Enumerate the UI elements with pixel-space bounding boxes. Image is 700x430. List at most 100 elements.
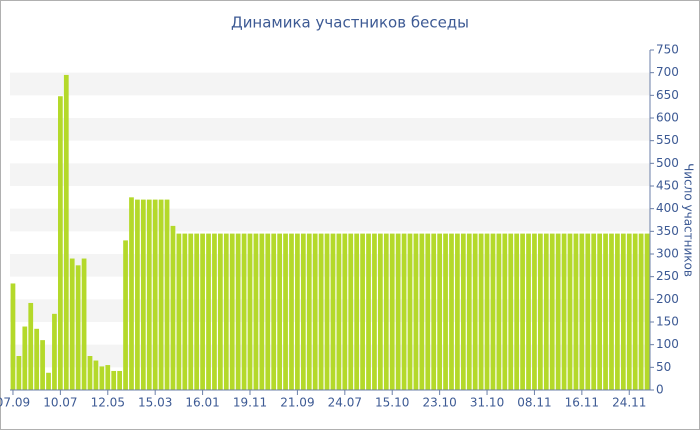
- bar: [573, 233, 579, 390]
- bar: [490, 233, 496, 390]
- bar: [609, 233, 614, 390]
- bar: [425, 233, 431, 390]
- bar: [632, 233, 638, 390]
- bar: [538, 233, 543, 390]
- bar: [419, 233, 425, 390]
- bar: [555, 233, 561, 390]
- bar: [389, 233, 395, 390]
- bar: [105, 365, 111, 390]
- bar: [336, 233, 342, 390]
- bar: [28, 302, 34, 390]
- bar: [407, 233, 413, 390]
- bar: [111, 370, 117, 390]
- y-tick-label: 400: [656, 201, 679, 215]
- bar: [152, 199, 158, 390]
- bar: [259, 233, 265, 390]
- y-tick-label: 200: [656, 292, 679, 306]
- x-tick-label: 24.11: [612, 396, 646, 410]
- bar: [354, 233, 360, 390]
- grid-band: [10, 254, 650, 277]
- bar: [212, 233, 217, 390]
- bar: [99, 366, 105, 390]
- bar: [383, 233, 389, 390]
- bar: [93, 360, 99, 390]
- grid-band: [10, 344, 650, 368]
- bar: [289, 233, 294, 390]
- x-tick-label: 15.03: [138, 396, 172, 410]
- bar: [40, 340, 45, 390]
- bar: [443, 233, 448, 390]
- x-tick-label: 31.10: [470, 396, 504, 410]
- bar: [532, 233, 537, 390]
- bar: [567, 233, 573, 390]
- bar: [484, 233, 490, 390]
- bar: [253, 233, 259, 390]
- x-tick-label: 16.01: [185, 396, 219, 410]
- y-axis-title: Число участников: [682, 163, 696, 277]
- bar: [188, 233, 194, 390]
- bar: [366, 233, 371, 390]
- y-tick-label: 700: [656, 65, 679, 79]
- bar: [123, 240, 128, 390]
- bar: [129, 197, 134, 390]
- bar: [81, 258, 87, 390]
- bar: [449, 233, 454, 390]
- y-tick-label: 150: [656, 315, 679, 329]
- bar: [603, 233, 608, 390]
- bar: [460, 233, 466, 390]
- bar: [644, 233, 650, 390]
- bar: [626, 233, 632, 390]
- bar: [549, 233, 555, 390]
- bar: [520, 233, 525, 390]
- bar: [283, 233, 288, 390]
- bar: [543, 233, 549, 390]
- grid-band: [10, 118, 650, 141]
- bar: [194, 233, 200, 390]
- y-tick-label: 350: [656, 224, 679, 238]
- y-tick-label: 0: [656, 383, 664, 397]
- x-tick-label: 10.07: [43, 396, 77, 410]
- bar: [526, 233, 531, 390]
- y-tick-label: 250: [656, 269, 679, 283]
- bar: [324, 233, 330, 390]
- x-tick-label: 19.11: [233, 396, 267, 410]
- bar: [235, 233, 241, 390]
- bar: [295, 233, 300, 390]
- x-tick-label: 23.10: [422, 396, 456, 410]
- grid-band: [10, 72, 650, 96]
- bar: [342, 233, 348, 390]
- bar: [638, 233, 644, 390]
- bar: [58, 96, 63, 391]
- bar: [378, 233, 383, 390]
- y-tick-label: 300: [656, 247, 679, 261]
- bar: [413, 233, 419, 390]
- bar: [87, 356, 93, 390]
- y-tick-label: 750: [656, 43, 679, 57]
- bar: [591, 233, 597, 390]
- bar: [502, 233, 508, 390]
- bar: [117, 370, 122, 390]
- x-tick-label: 08.11: [517, 396, 551, 410]
- bar: [615, 233, 620, 390]
- bar: [514, 233, 520, 390]
- x-tick-label: 24.07: [328, 396, 362, 410]
- bar: [455, 233, 460, 390]
- bar: [348, 233, 354, 390]
- bar: [63, 74, 69, 390]
- bar: [401, 233, 407, 390]
- y-tick-label: 650: [656, 88, 679, 102]
- bar: [585, 233, 591, 390]
- bar: [22, 326, 28, 390]
- bar: [620, 233, 626, 390]
- grid-band: [10, 163, 650, 186]
- bar: [200, 233, 205, 390]
- bar: [182, 233, 188, 390]
- bar: [46, 372, 51, 390]
- bar: [312, 233, 318, 390]
- bar: [218, 233, 223, 390]
- grid-band: [10, 208, 650, 232]
- bar: [158, 199, 164, 390]
- bar: [164, 199, 170, 390]
- bar: [229, 233, 235, 390]
- y-tick-label: 600: [656, 111, 679, 125]
